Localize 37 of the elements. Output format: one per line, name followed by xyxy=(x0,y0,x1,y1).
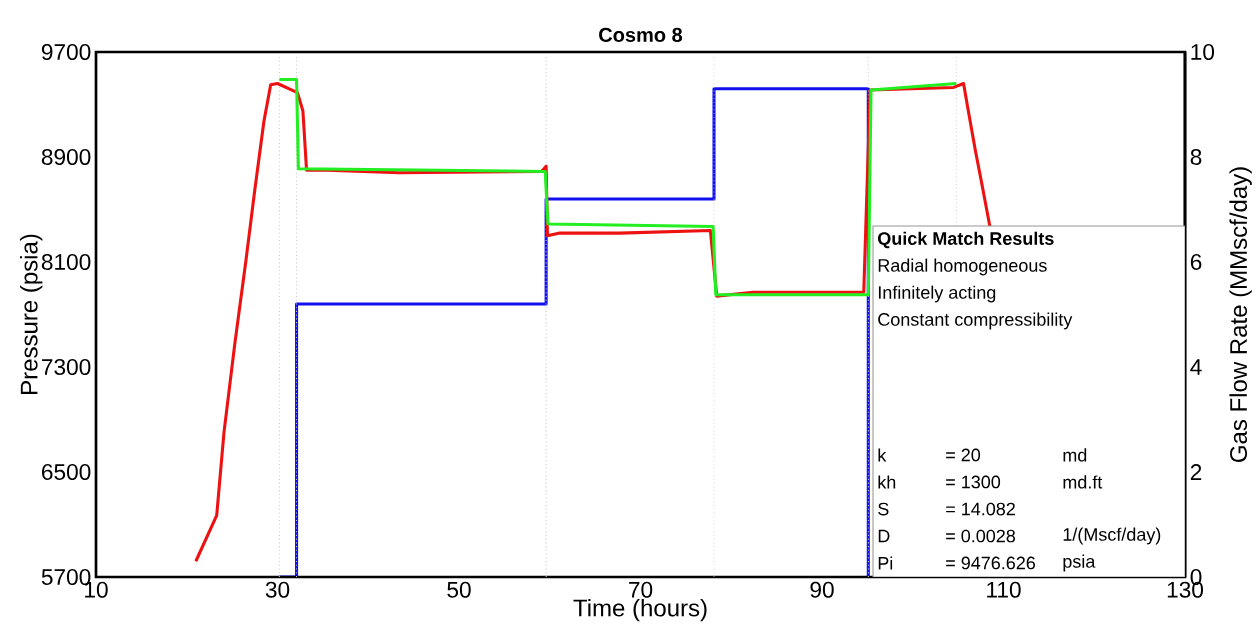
annotation: = 0.0028 xyxy=(946,529,1016,543)
x-axis-title: Time (hours) xyxy=(573,598,707,622)
annotation: = 20 xyxy=(946,448,981,462)
y-tick-label: 8100 xyxy=(41,253,91,271)
annotation: k xyxy=(878,448,887,462)
chart-title: Cosmo 8 xyxy=(599,27,683,42)
y2-tick-label: 6 xyxy=(1190,253,1202,271)
annotation: = 1300 xyxy=(946,475,1001,489)
x-tick-label: 90 xyxy=(810,581,834,598)
annotation: 1/(Mscf/day) xyxy=(1063,527,1161,545)
y2-tick-label: 2 xyxy=(1190,464,1202,480)
y-tick-label: 9700 xyxy=(41,43,91,61)
annotation: psia xyxy=(1063,554,1096,572)
y2-tick-label: 10 xyxy=(1191,43,1215,61)
y2-tick-label: 4 xyxy=(1190,359,1202,375)
x-tick-label: 110 xyxy=(987,581,1021,598)
y-tick-label: 8900 xyxy=(41,148,91,166)
annotation: md xyxy=(1063,448,1087,462)
annotation: Constant compressibility xyxy=(878,312,1073,330)
y2-tick-label: 8 xyxy=(1190,148,1202,166)
annotation: Pi xyxy=(878,556,893,570)
y2-axis-title: Gas Flow Rate (MMscf/day) xyxy=(1229,167,1252,462)
annotation: Quick Match Results xyxy=(878,231,1054,249)
annotation: kh xyxy=(878,475,896,489)
annotation: Radial homogeneous xyxy=(878,258,1047,276)
x-tick-label: 70 xyxy=(629,581,653,598)
annotation: md.ft xyxy=(1063,475,1103,489)
annotation: D xyxy=(878,529,890,543)
annotation: Infinitely acting xyxy=(878,285,996,303)
annotation: = 9476.626 xyxy=(946,556,1036,570)
y-axis-title: Pressure (psia) xyxy=(20,234,43,394)
x-tick-label: 30 xyxy=(265,581,290,598)
annotation: S xyxy=(878,502,889,516)
y-tick-label: 6500 xyxy=(42,463,91,481)
x-tick-label: 50 xyxy=(447,581,471,598)
annotation: = 14.082 xyxy=(946,502,1015,516)
y-tick-label: 7300 xyxy=(42,358,91,376)
